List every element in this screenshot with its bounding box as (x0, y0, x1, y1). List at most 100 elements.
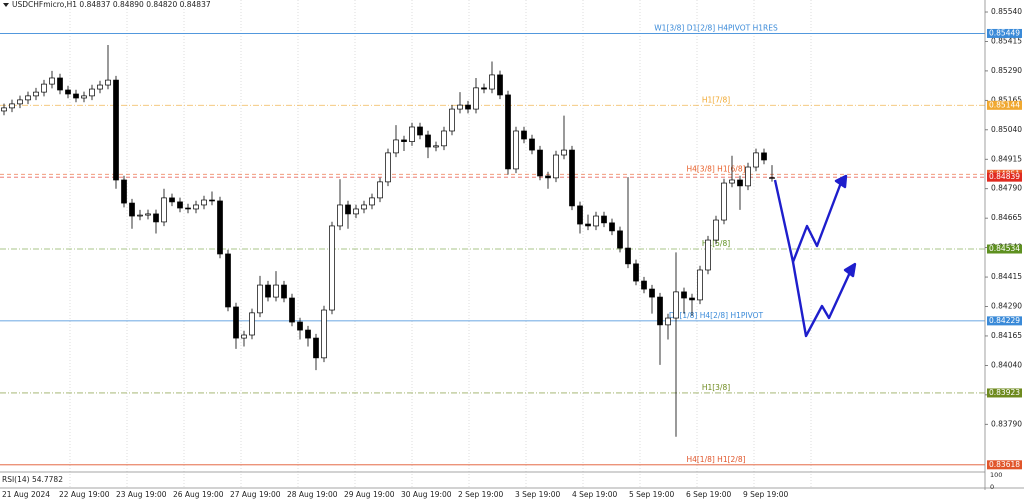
candle-body (17, 99, 23, 105)
y-tick-label: 0.84165 (991, 331, 1022, 340)
menu-icon (3, 3, 9, 7)
candle-body (537, 149, 543, 177)
price-tag-label: 0.85449 (989, 28, 1020, 37)
axes: 21 Aug 2024 22 Aug 19:00 23 Aug 19:00 26 Au… (2, 7, 1022, 499)
candle-body (625, 247, 631, 265)
candle-body (265, 284, 271, 298)
candle-body (233, 306, 239, 339)
candle-body (321, 309, 327, 359)
candle-body (81, 95, 87, 99)
candle-body (217, 200, 223, 255)
candle-body (745, 166, 751, 187)
y-tick-label: 0.85290 (991, 66, 1022, 75)
candle-body (273, 284, 279, 298)
price-tag-label: 0.83923 (989, 388, 1020, 397)
y-tick-label: 0.84290 (991, 302, 1022, 311)
y-tick-label: 0.85415 (991, 36, 1022, 45)
candle-body (73, 93, 79, 99)
candle-body (721, 182, 727, 221)
arrowhead (843, 262, 857, 278)
forecast (773, 174, 857, 338)
candle-body (209, 199, 215, 202)
price-tag-label: 0.83618 (989, 460, 1020, 469)
price-tag (987, 460, 1022, 470)
candle-body (329, 225, 335, 311)
candle-body (697, 269, 703, 301)
rsi-tick-label: 100 (990, 471, 1002, 479)
candles (1, 44, 775, 437)
candle-body (761, 152, 767, 161)
candle-body (433, 145, 439, 148)
x-tick-label: 6 Sep 19:00 (686, 490, 732, 499)
candle-body (393, 139, 399, 154)
x-tick-label: 21 Aug 2024 (2, 490, 50, 499)
candle-body (441, 130, 447, 147)
x-tick-label: 4 Sep 19:00 (572, 490, 618, 499)
candle-body (649, 288, 655, 298)
candle-body (585, 223, 591, 227)
candle-body (185, 207, 191, 210)
candle-body (41, 83, 47, 93)
candle-body (521, 130, 527, 140)
candle-body (457, 104, 463, 110)
candle-body (201, 199, 207, 206)
candle-body (513, 130, 519, 170)
y-tick-label: 0.83790 (991, 419, 1022, 428)
candle-body (385, 152, 391, 183)
candle-body (305, 329, 311, 339)
candle-body (105, 79, 111, 86)
price-tag (987, 100, 1022, 110)
x-tick-label: 3 Sep 19:00 (515, 490, 561, 499)
candle-body (89, 88, 95, 97)
x-tick-label: 9 Sep 19:00 (743, 490, 789, 499)
candle-body (369, 197, 375, 206)
x-tick-label: 28 Aug 19:00 (287, 490, 338, 499)
forecast-path-lower (791, 261, 854, 338)
indicator-label: RSI(14) 54.7782 (2, 475, 63, 484)
candle-body (569, 149, 575, 207)
candle-body (641, 280, 647, 290)
candle-body (497, 74, 503, 96)
candle-body (97, 84, 103, 90)
candle-body (345, 204, 351, 215)
candle-body (753, 152, 759, 168)
candle-body (529, 138, 535, 151)
candle-body (473, 87, 479, 110)
candle-body (281, 284, 287, 299)
candle-body (657, 296, 663, 326)
x-tick-label: 23 Aug 19:00 (116, 490, 167, 499)
forecast-path-upper (773, 179, 844, 264)
candle-body (33, 91, 39, 97)
y-tick-label: 0.85540 (991, 7, 1022, 16)
x-tick-label: 22 Aug 19:00 (59, 490, 110, 499)
candle-body (153, 213, 159, 223)
price-tag-label: 0.84534 (989, 244, 1020, 253)
x-tick-label: 5 Sep 19:00 (629, 490, 675, 499)
rsi-tick-label: 0 (990, 483, 994, 491)
candle-body (713, 219, 719, 241)
candle-body (289, 297, 295, 323)
candle-body (737, 179, 743, 187)
candle-body (633, 263, 639, 282)
candle-body (505, 94, 511, 170)
candle-body (769, 177, 775, 179)
candle-body (145, 213, 151, 216)
candle-body (337, 204, 343, 227)
candle-body (49, 77, 55, 85)
candle-body (9, 103, 15, 109)
candle-body (241, 334, 247, 339)
level-label: W1[3/8] D1[2/8] H4PIVOT H1RES (654, 23, 778, 32)
candle-body (489, 74, 495, 90)
x-tick-label: 27 Aug 19:00 (230, 490, 281, 499)
price-tag (987, 28, 1022, 38)
candle-body (113, 79, 119, 181)
candle-body (665, 317, 671, 326)
price-tag-label: 0.84229 (989, 316, 1020, 325)
y-tick-label: 0.84415 (991, 272, 1022, 281)
candle-body (361, 204, 367, 210)
header: USDCHFmicro,H1 0.84837 0.84890 0.84820 0… (12, 0, 211, 9)
candle-body (377, 181, 383, 199)
level-label: H4[3/8] H1[6/8] (686, 164, 745, 173)
